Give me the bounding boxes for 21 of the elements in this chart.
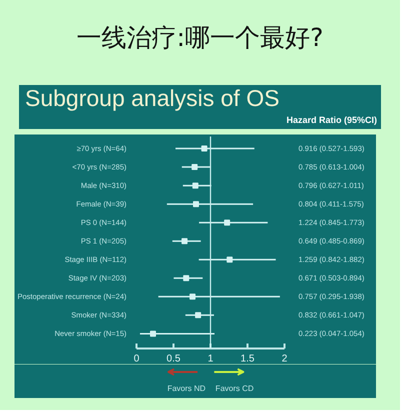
x-tick-label: 2 [282,354,288,364]
point [150,330,156,337]
chart-title: 一线治疗:哪一个最好? [76,22,324,53]
point [192,164,198,170]
point [183,275,190,282]
point [226,256,233,263]
point [195,312,202,318]
text: Favors CD [215,384,254,393]
point [182,238,188,244]
x-tick-label: 1.5 [240,354,255,364]
x-tick-label: 0 [134,354,140,364]
x-tick-label: 1 [208,354,214,364]
text: Favors ND [167,384,206,393]
x-tick-label: 0.5 [166,354,181,364]
point [190,294,196,300]
point [192,182,198,189]
point [224,220,230,226]
text: Hazard Ratio (95%CI) [285,114,377,126]
point [192,201,199,208]
chart-subtitle: Subgroup analysis of OS [24,85,280,111]
point [201,146,208,152]
